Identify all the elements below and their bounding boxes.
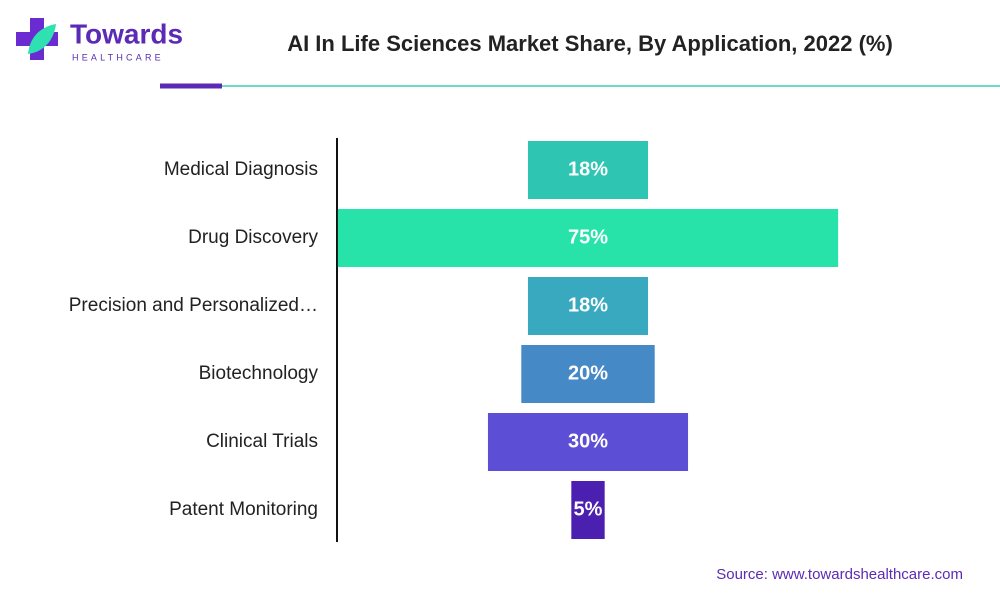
logo-leaf bbox=[28, 24, 56, 54]
value-label: 30% bbox=[568, 430, 608, 452]
funnel-bar bbox=[571, 481, 605, 539]
category-label: Biotechnology bbox=[199, 363, 319, 384]
category-label: Patent Monitoring bbox=[169, 499, 318, 520]
chart-title: AI In Life Sciences Market Share, By App… bbox=[287, 31, 893, 56]
logo-name: Towards bbox=[70, 18, 183, 49]
funnel-bar bbox=[337, 209, 839, 267]
category-label: Clinical Trials bbox=[206, 431, 318, 452]
funnel-bar bbox=[487, 413, 689, 471]
funnel-bar bbox=[527, 277, 649, 335]
value-label: 18% bbox=[568, 294, 608, 316]
source: Source: www.towardshealthcare.com bbox=[716, 566, 963, 583]
category-label: Drug Discovery bbox=[188, 227, 318, 248]
value-label: 20% bbox=[568, 362, 608, 384]
funnel-bar bbox=[521, 345, 655, 403]
logo-tagline: HEALTHCARE bbox=[72, 52, 164, 62]
logo: Towards HEALTHCARE bbox=[16, 18, 183, 62]
value-label: 5% bbox=[574, 498, 603, 520]
value-label: 75% bbox=[568, 226, 608, 248]
funnel-bar bbox=[527, 141, 649, 199]
category-label: Precision and Personalized… bbox=[69, 295, 318, 316]
category-label: Medical Diagnosis bbox=[164, 159, 318, 180]
value-label: 18% bbox=[568, 158, 608, 180]
